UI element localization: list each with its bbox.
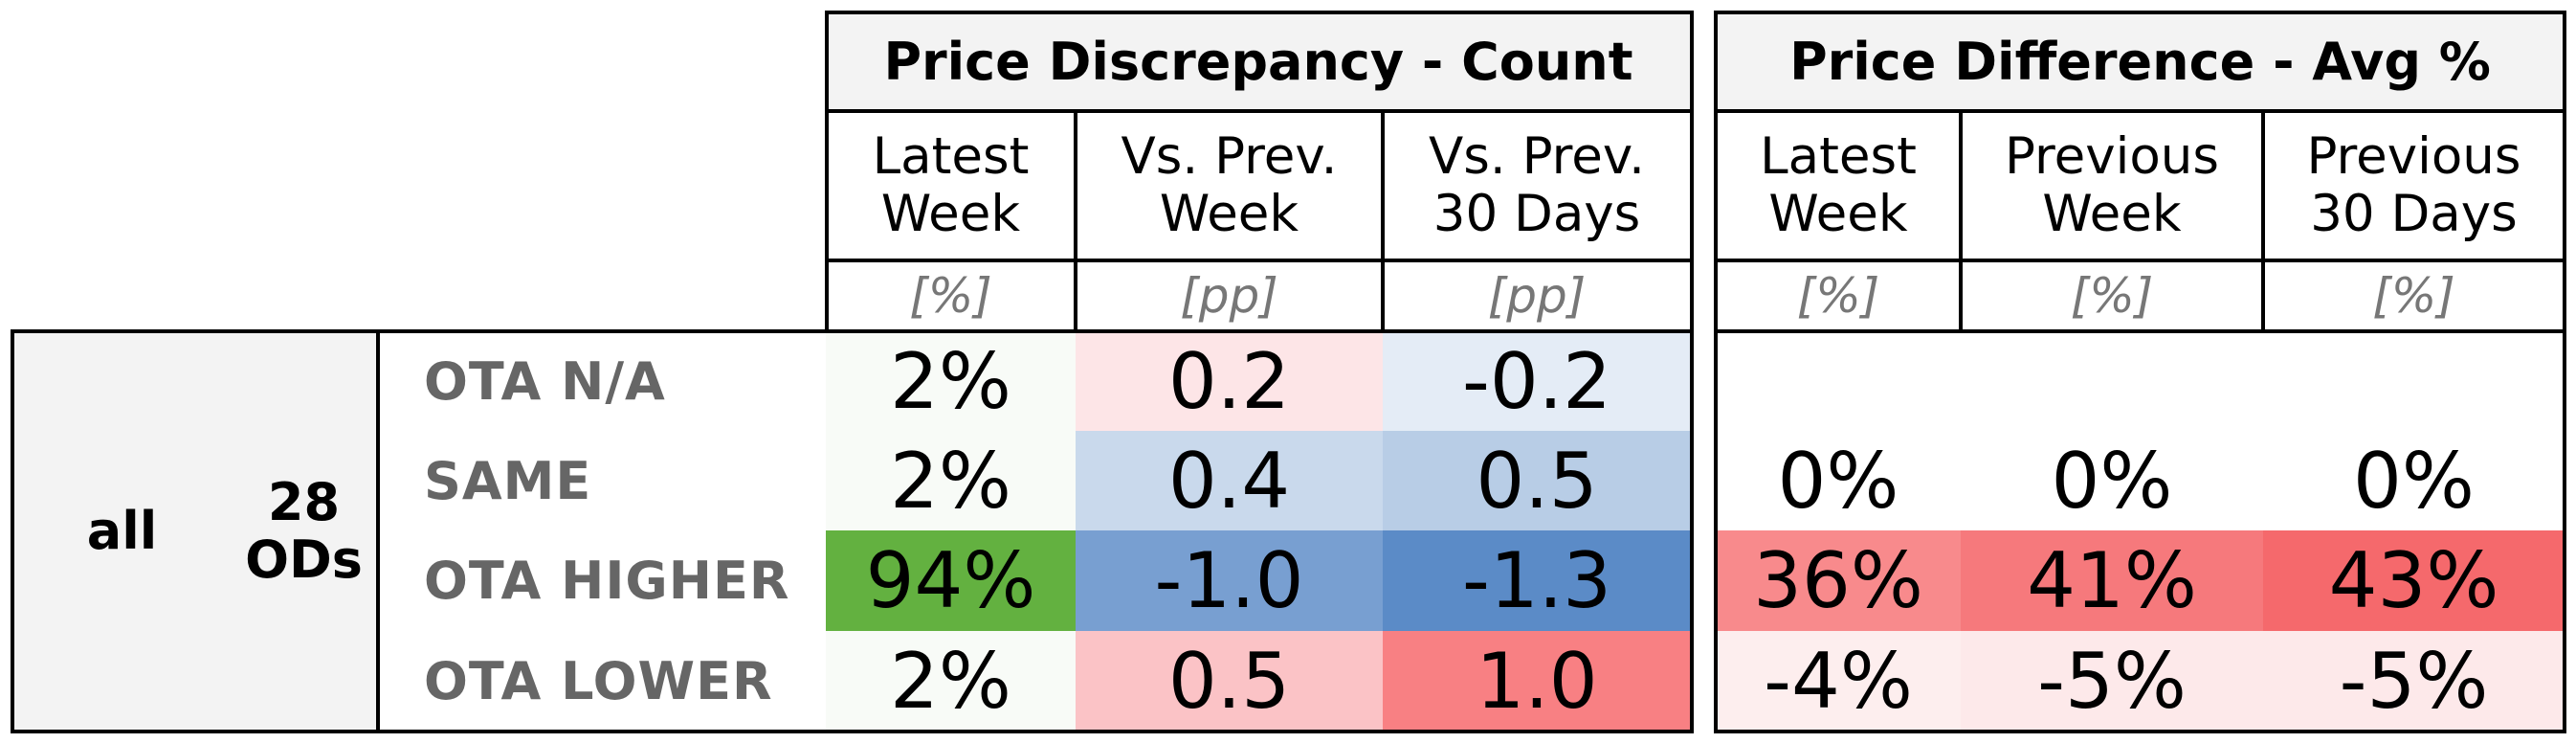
- divider: [1714, 11, 2566, 14]
- row-label-ota-na: OTA N/A: [424, 350, 666, 412]
- cell-ota-higher-vs-prev-30-days: -1.3: [1383, 530, 1691, 631]
- divider: [1714, 259, 2566, 262]
- divider: [1074, 109, 1077, 333]
- divider: [2261, 109, 2265, 333]
- group-count-number: 28: [267, 472, 341, 532]
- cell-ota-na-latest-week: 2%: [826, 331, 1076, 431]
- unit-previous-week-avg: [%]: [2070, 268, 2154, 324]
- divider: [11, 730, 1694, 733]
- cell-ota-na-vs-prev-30-days: -0.2: [1383, 331, 1691, 431]
- col-header-vs-prev-30-days: Vs. Prev. 30 Days: [1429, 127, 1645, 243]
- divider: [825, 109, 1692, 113]
- row-label-same: SAME: [424, 450, 592, 511]
- cell-same-vs-prev-week: 0.4: [1076, 431, 1383, 530]
- cell-ota-na-avg-previous-30-days: [2263, 331, 2565, 431]
- cell-ota-higher-latest-week: 94%: [826, 530, 1076, 631]
- cell-ota-higher-avg-previous-week: 41%: [1961, 530, 2263, 631]
- unit-latest-week-avg: [%]: [1796, 268, 1880, 324]
- cell-ota-higher-avg-latest-week: 36%: [1716, 530, 1961, 631]
- cell-ota-lower-vs-prev-30-days: 1.0: [1383, 631, 1691, 732]
- cell-ota-na-avg-latest-week: [1716, 331, 1961, 431]
- cell-ota-na-vs-prev-week: 0.2: [1076, 331, 1383, 431]
- divider: [376, 329, 380, 733]
- col-header-latest-week-avg: Latest Week: [1760, 127, 1917, 243]
- row-label-ota-higher: OTA HIGHER: [424, 551, 790, 611]
- col-header-previous-30-days-avg: Previous 30 Days: [2306, 127, 2521, 243]
- divider: [825, 11, 829, 333]
- divider: [825, 259, 1692, 262]
- col-header-previous-week-avg: Previous Week: [2005, 127, 2219, 243]
- divider: [1714, 329, 2566, 333]
- cell-ota-higher-avg-previous-30-days: 43%: [2263, 530, 2565, 631]
- unit-vs-prev-week: [pp]: [1180, 268, 1278, 324]
- cell-same-avg-latest-week: 0%: [1716, 431, 1961, 530]
- cell-ota-lower-latest-week: 2%: [826, 631, 1076, 732]
- divider: [1714, 730, 2566, 733]
- unit-vs-prev-30-days: [pp]: [1487, 268, 1587, 324]
- group-scope-label: all: [86, 501, 158, 561]
- unit-latest-week: [%]: [909, 268, 992, 324]
- divider: [1381, 109, 1385, 333]
- cell-same-avg-previous-30-days: 0%: [2263, 431, 2565, 530]
- col-header-vs-prev-week: Vs. Prev. Week: [1121, 127, 1338, 243]
- group-count-unit: ODs: [245, 529, 363, 590]
- divider: [2563, 11, 2566, 733]
- divider: [1690, 11, 1694, 733]
- unit-previous-30-days-avg: [%]: [2372, 268, 2455, 324]
- divider: [11, 329, 14, 733]
- divider: [11, 329, 1694, 333]
- cell-ota-lower-avg-latest-week: -4%: [1716, 631, 1961, 732]
- cell-ota-lower-avg-previous-week: -5%: [1961, 631, 2263, 732]
- cell-ota-na-avg-previous-week: [1961, 331, 2263, 431]
- cell-ota-lower-vs-prev-week: 0.5: [1076, 631, 1383, 732]
- cell-same-vs-prev-30-days: 0.5: [1383, 431, 1691, 530]
- cell-ota-lower-avg-previous-30-days: -5%: [2263, 631, 2565, 732]
- group-count-label: 28 ODs: [230, 331, 378, 732]
- price-discrepancy-count-title: Price Discrepancy - Count: [826, 11, 1691, 111]
- col-header-latest-week: Latest Week: [872, 127, 1030, 243]
- divider: [1714, 109, 2566, 113]
- row-label-ota-lower: OTA LOWER: [424, 651, 773, 711]
- cell-ota-higher-vs-prev-week: -1.0: [1076, 530, 1383, 631]
- cell-same-avg-previous-week: 0%: [1961, 431, 2263, 530]
- group-panel: [11, 331, 378, 732]
- divider: [1959, 109, 1963, 333]
- divider: [1714, 11, 1718, 733]
- price-difference-avg-title: Price Difference - Avg %: [1716, 11, 2565, 111]
- cell-same-latest-week: 2%: [826, 431, 1076, 530]
- divider: [825, 11, 1692, 14]
